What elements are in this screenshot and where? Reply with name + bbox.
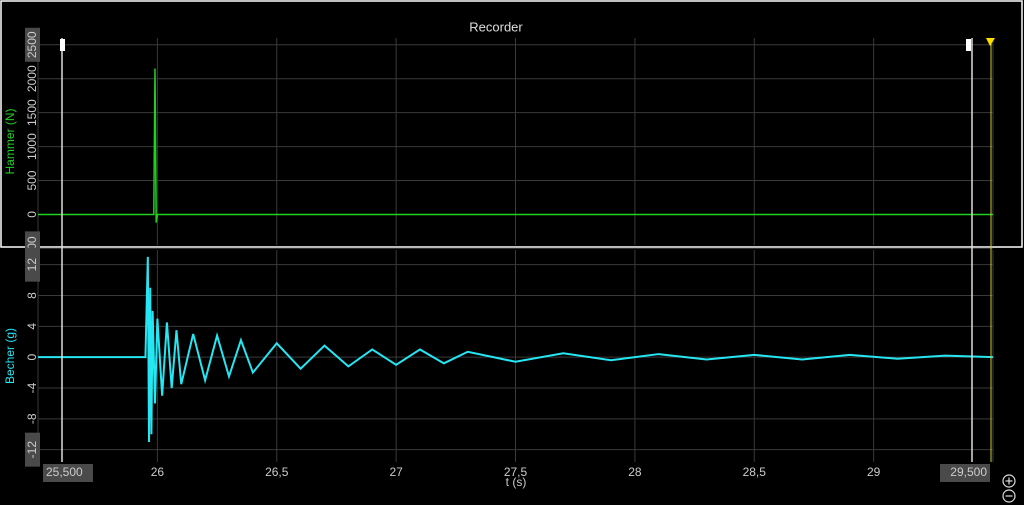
tick-box — [43, 464, 93, 482]
x-tick-label: 27,5 — [504, 465, 528, 479]
x-tick-label: 28,5 — [743, 465, 767, 479]
y-tick-label: -12 — [25, 441, 39, 459]
cursor-handle[interactable] — [60, 39, 65, 51]
y-tick-label: 12 — [25, 258, 39, 272]
y-tick-label: 1000 — [25, 133, 39, 160]
zoom-in[interactable] — [1002, 474, 1016, 488]
y-axis-label: Becher (g) — [3, 328, 17, 384]
x-tick-label: 26,5 — [265, 465, 289, 479]
signal-line — [38, 68, 993, 223]
tick-box — [25, 432, 40, 467]
x-tick-label: 25,500 — [46, 465, 83, 479]
tick-box — [25, 27, 40, 62]
x-tick-label: 28 — [628, 465, 642, 479]
y-tick-label: 500 — [25, 170, 39, 190]
y-tick-label: 0 — [25, 354, 39, 361]
x-tick-label: 27 — [389, 465, 403, 479]
y-tick-label: 4 — [25, 323, 39, 330]
plots: -50005001000150020002500Hammer (N)-12-8-… — [3, 27, 994, 482]
y-tick-label: 2500 — [25, 31, 39, 58]
y-tick-label: 2000 — [25, 65, 39, 92]
tick-box — [25, 247, 40, 282]
title: Recorder — [469, 19, 523, 34]
panel-border — [0, 0, 1023, 248]
cursor-handle[interactable] — [966, 39, 971, 51]
y-tick-label: -4 — [25, 382, 39, 393]
zoom-out[interactable] — [1002, 489, 1016, 503]
x-tick-label: 29,500 — [950, 465, 987, 479]
tick-box — [940, 464, 990, 482]
y-tick-label: -8 — [25, 413, 39, 424]
y-axis-label: Hammer (N) — [3, 109, 17, 175]
trigger-marker[interactable] — [986, 38, 995, 46]
x-tick-label: 29 — [867, 465, 881, 479]
signal-line — [38, 256, 994, 442]
y-tick-label: 0 — [25, 211, 39, 218]
x-axis-label: t (s) — [506, 475, 527, 489]
y-tick-label: 1500 — [25, 99, 39, 126]
y-tick-label: 8 — [25, 292, 39, 299]
x-tick-label: 26 — [151, 465, 165, 479]
